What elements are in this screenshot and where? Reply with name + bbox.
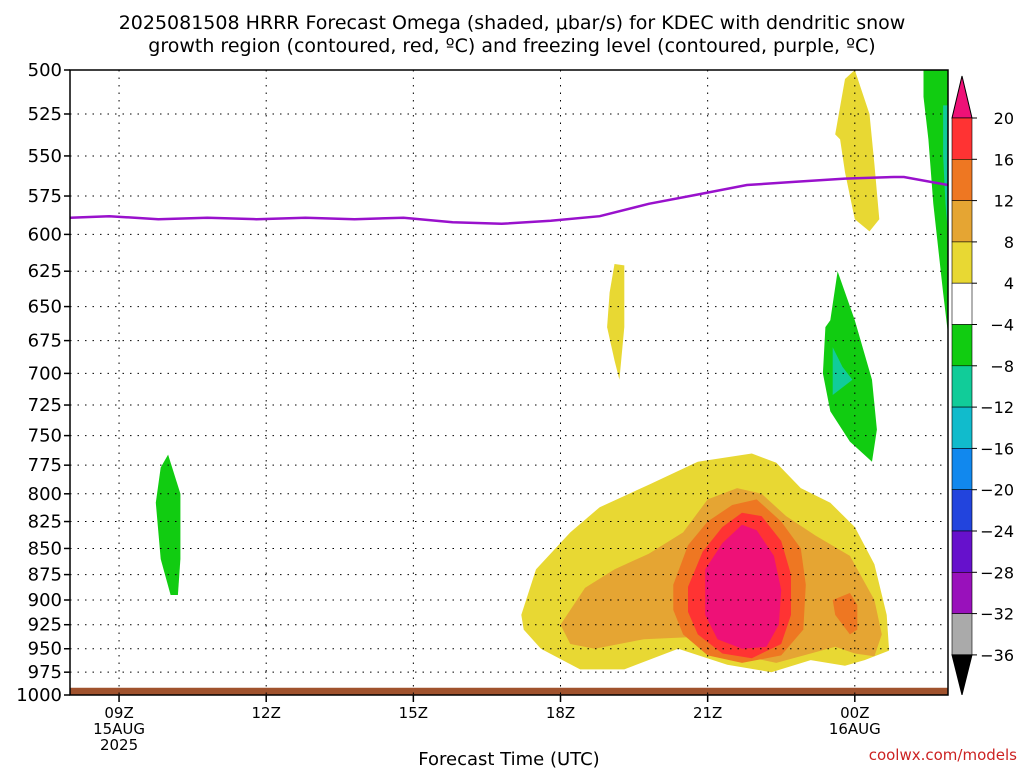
colorbar-segment xyxy=(951,241,973,284)
omega-region-10 xyxy=(832,593,858,635)
colorbar-label: −4 xyxy=(990,316,1014,335)
y-tick-label: 950 xyxy=(28,639,62,660)
colorbar-label: 20 xyxy=(994,109,1014,128)
x-tick-label: 16AUG xyxy=(829,720,881,738)
colorbar-segment xyxy=(951,200,973,243)
x-tick-label: 00Z xyxy=(840,704,869,722)
colorbar-label: −12 xyxy=(980,398,1014,417)
y-tick-label: 800 xyxy=(28,484,62,505)
plot-frame xyxy=(69,69,949,696)
y-tick-label: 725 xyxy=(28,395,62,416)
omega-region-0 xyxy=(155,454,181,595)
colorbar-segment xyxy=(951,530,973,573)
x-tick-label: 2025 xyxy=(100,736,138,754)
colorbar-label: 12 xyxy=(994,192,1014,211)
y-tick-label: 700 xyxy=(28,363,62,384)
chart-title-line-1: 2025081508 HRRR Forecast Omega (shaded, … xyxy=(119,12,906,34)
y-tick-label: 575 xyxy=(28,186,62,207)
plot-area xyxy=(70,70,948,695)
y-tick-label: 625 xyxy=(28,261,62,282)
y-tick-label: 875 xyxy=(28,565,62,586)
colorbar-segment xyxy=(951,406,973,449)
y-tick-label: 1000 xyxy=(16,685,62,706)
omega-region-5 xyxy=(923,70,948,334)
y-tick-label: 900 xyxy=(28,590,62,611)
colorbar-label: −20 xyxy=(980,481,1014,500)
omega-region-4 xyxy=(832,347,853,395)
colorbar-label: −16 xyxy=(980,439,1014,458)
colorbar-segment xyxy=(951,117,973,160)
colorbar-segment xyxy=(951,324,973,367)
colorbar-segment xyxy=(951,282,973,325)
colorbar-segment xyxy=(951,365,973,408)
y-tick-label: 775 xyxy=(28,455,62,476)
x-tick-label: 15Z xyxy=(399,704,428,722)
freezing-level-line xyxy=(70,175,948,226)
y-tick-label: 750 xyxy=(28,426,62,447)
credit-text: coolwx.com/models xyxy=(869,746,1017,764)
colorbar-segment xyxy=(951,613,973,656)
x-tick-label: 18Z xyxy=(546,704,575,722)
y-tick-label: 975 xyxy=(28,662,62,683)
y-tick-label: 650 xyxy=(28,297,62,318)
colorbar-arrow-bottom xyxy=(951,654,973,696)
x-tick-label: 15AUG xyxy=(93,720,145,738)
colorbar-label: −36 xyxy=(980,646,1014,665)
y-tick-label: 500 xyxy=(28,60,62,81)
colorbar: 20 16 12 8 4 −4 −8 −12 −16 −20 −24 −28 −32 −36 xyxy=(951,75,1014,696)
y-tick-label: 525 xyxy=(28,104,62,125)
y-tick-label: 675 xyxy=(28,331,62,352)
colorbar-segment xyxy=(951,571,973,614)
colorbar-label: −24 xyxy=(980,522,1014,541)
x-tick-label: 09Z xyxy=(104,704,133,722)
y-tick-label: 850 xyxy=(28,538,62,559)
x-tick-label: 12Z xyxy=(252,704,281,722)
colorbar-segment xyxy=(951,448,973,490)
colorbar-segment xyxy=(951,159,973,201)
freezing-level xyxy=(70,175,948,226)
colorbar-arrow-top xyxy=(951,75,973,119)
y-axis: 500 525 550 575 600 625 650 675 700 725 750 775 800 8… xyxy=(16,60,70,706)
y-tick-label: 600 xyxy=(28,224,62,245)
omega-region-3 xyxy=(822,271,877,462)
colorbar-label: 4 xyxy=(1004,274,1014,293)
y-tick-label: 550 xyxy=(28,146,62,167)
ground-strip xyxy=(70,687,948,695)
colorbar-label: −32 xyxy=(980,605,1014,624)
colorbar-label: −8 xyxy=(990,357,1014,376)
x-axis-label: Forecast Time (UTC) xyxy=(418,749,599,768)
chart-title-line-2: growth region (contoured, red, ºC) and f… xyxy=(148,35,875,57)
y-tick-label: 925 xyxy=(28,615,62,636)
omega-region-12 xyxy=(705,524,782,649)
y-tick-label: 825 xyxy=(28,512,62,533)
colorbar-label: 8 xyxy=(1004,233,1014,252)
omega-region-6 xyxy=(943,105,948,235)
omega-region-2 xyxy=(835,70,880,232)
colorbar-label: −28 xyxy=(980,563,1014,582)
omega-region-1 xyxy=(607,264,625,380)
x-tick-label: 21Z xyxy=(693,704,722,722)
colorbar-label: 16 xyxy=(994,150,1014,169)
colorbar-segment xyxy=(951,489,973,532)
